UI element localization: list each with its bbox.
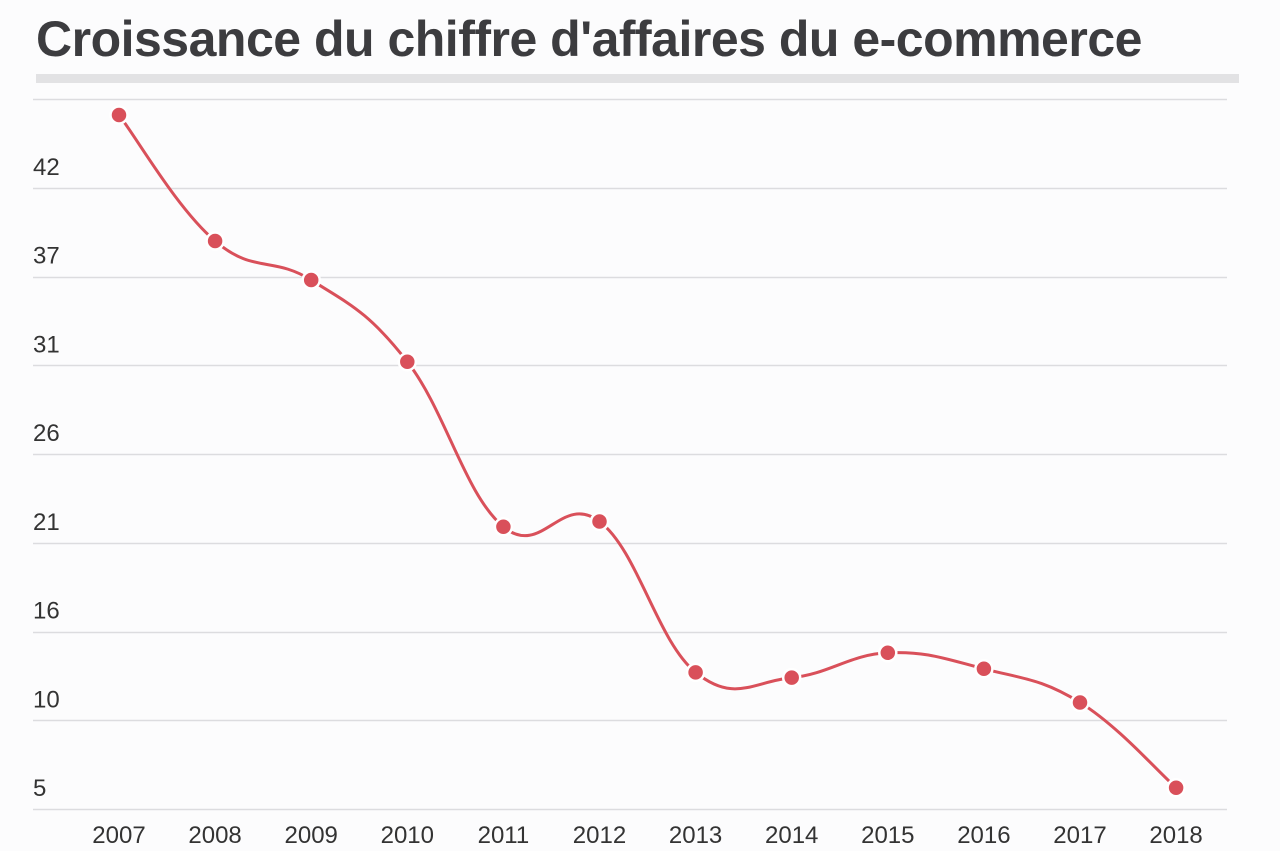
data-point [1070, 692, 1090, 713]
x-tick-label: 2017 [1053, 822, 1106, 849]
x-tick-label: 2014 [765, 822, 818, 849]
data-point [1166, 777, 1186, 798]
data-point [685, 662, 706, 683]
x-axis-tick-labels: 2007 2008 2009 2010 2011 2012 2013 2014 2015 2016… [92, 822, 1202, 849]
data-point [205, 231, 225, 251]
x-tick-label: 2009 [285, 822, 338, 849]
data-point [493, 517, 514, 537]
data-point [397, 351, 418, 372]
x-tick-label: 2015 [861, 822, 914, 849]
gridlines [33, 98, 1227, 811]
data-point [589, 511, 610, 532]
title-underline [36, 74, 1239, 83]
x-tick-label: 2018 [1149, 822, 1202, 849]
y-tick-label: 26 [33, 420, 60, 447]
x-tick-label: 2016 [957, 822, 1010, 849]
data-point [878, 643, 898, 663]
series-line [117, 114, 1178, 789]
y-axis-tick-labels: 5 10 16 21 26 31 37 42 [33, 154, 60, 802]
data-point [974, 659, 994, 679]
y-tick-label: 31 [33, 331, 60, 358]
chart-title: Croissance du chiffre d'affaires du e-co… [36, 11, 1142, 67]
y-tick-label: 37 [33, 243, 60, 270]
x-tick-label: 2011 [478, 822, 530, 849]
data-point [109, 105, 129, 125]
data-point [301, 270, 321, 290]
x-tick-label: 2013 [669, 822, 722, 849]
y-tick-label: 16 [33, 598, 60, 625]
x-tick-label: 2007 [92, 822, 145, 849]
x-tick-label: 2008 [188, 822, 241, 849]
x-tick-label: 2012 [573, 822, 626, 849]
y-tick-label: 10 [33, 686, 60, 713]
data-point [781, 667, 802, 688]
x-tick-label: 2010 [381, 822, 434, 849]
y-tick-label: 42 [33, 154, 60, 181]
y-tick-label: 5 [33, 775, 46, 802]
data-points [109, 105, 1186, 798]
y-tick-label: 21 [33, 509, 60, 536]
